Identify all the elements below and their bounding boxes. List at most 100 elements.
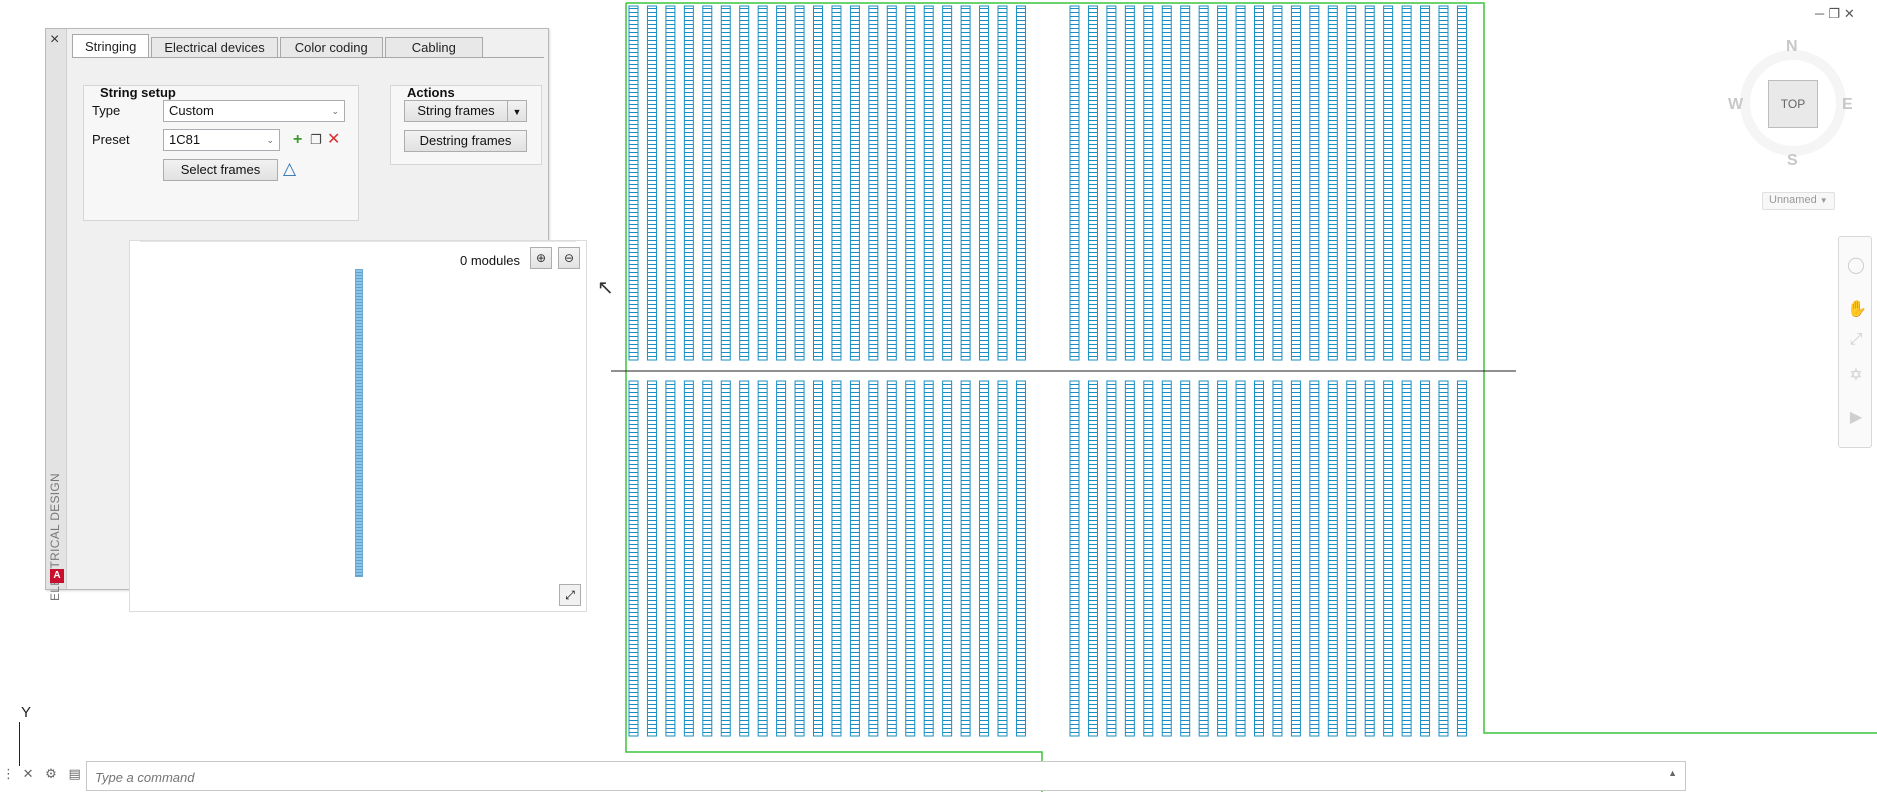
app-logo-icon[interactable]: A (50, 569, 64, 583)
pv-frame[interactable] (979, 380, 990, 737)
pv-frame[interactable] (831, 5, 842, 361)
pv-frame[interactable] (886, 380, 897, 737)
pv-frame[interactable] (1198, 380, 1209, 737)
tab-cabling[interactable]: Cabling (384, 37, 483, 58)
pv-frame[interactable] (960, 5, 971, 361)
pv-frame[interactable] (646, 380, 657, 737)
string-preview-pane[interactable]: 0 modules ⊕ ⊖ ⤢ (129, 240, 587, 612)
pv-frame[interactable] (1217, 380, 1228, 737)
close-icon[interactable]: ✕ (1843, 6, 1859, 21)
pv-frame[interactable] (849, 5, 860, 361)
pv-frame[interactable] (683, 380, 694, 737)
zoom-in-button[interactable]: ⊕ (530, 247, 552, 269)
pv-frame[interactable] (1438, 380, 1449, 737)
pv-frame[interactable] (1401, 5, 1412, 361)
pv-frame[interactable] (923, 380, 934, 737)
command-input[interactable] (93, 766, 1657, 788)
pv-frame[interactable] (997, 380, 1008, 737)
pv-frame[interactable] (776, 5, 787, 361)
pv-frame[interactable] (1272, 5, 1283, 361)
pv-frame[interactable] (665, 380, 676, 737)
pv-frame[interactable] (1364, 380, 1375, 737)
site-boundary[interactable] (626, 2, 1877, 734)
mirror-icon[interactable]: △ (283, 159, 297, 178)
pv-frame[interactable] (757, 380, 768, 737)
pv-frame[interactable] (1254, 5, 1264, 361)
pv-frame[interactable] (794, 5, 805, 361)
pv-frame[interactable] (665, 5, 676, 361)
pv-frame[interactable] (979, 5, 990, 361)
string-frames-dropdown-button[interactable]: ▼ (507, 100, 527, 122)
tab-color-coding[interactable]: Color coding (279, 37, 383, 58)
pv-frame[interactable] (1254, 380, 1264, 737)
pv-frame[interactable] (1346, 380, 1357, 737)
pv-frame[interactable] (794, 380, 805, 737)
pv-frame[interactable] (1364, 5, 1375, 361)
pan-icon[interactable]: ✋ (1847, 301, 1867, 318)
compass-south[interactable]: S (1787, 152, 1798, 169)
pv-frame[interactable] (1438, 5, 1449, 361)
pv-frame[interactable] (1290, 5, 1301, 361)
pv-frame[interactable] (997, 5, 1008, 361)
pv-frame[interactable] (628, 5, 639, 361)
pv-frame[interactable] (1106, 380, 1117, 737)
copy-icon[interactable]: ❐ (310, 132, 322, 147)
expand-button[interactable]: ⤢ (559, 584, 581, 606)
compass-north[interactable]: N (1786, 38, 1798, 55)
pv-frame[interactable] (1456, 380, 1467, 737)
pv-frame[interactable] (1420, 5, 1431, 361)
command-line[interactable]: ▲ (86, 761, 1686, 791)
preset-dropdown[interactable]: 1C81 ⌄ (163, 129, 280, 151)
compass-west[interactable]: W (1728, 96, 1744, 113)
pv-frame[interactable] (923, 5, 934, 361)
pv-frame[interactable] (1198, 5, 1209, 361)
pv-frame[interactable] (739, 5, 750, 361)
pv-frame[interactable] (831, 380, 842, 737)
minimize-icon[interactable]: ─ (1815, 6, 1829, 21)
viewcube-top-face[interactable]: TOP (1768, 80, 1818, 128)
pv-frame[interactable] (1272, 380, 1283, 737)
zoom-out-button[interactable]: ⊖ (558, 247, 580, 269)
pv-frame[interactable] (739, 380, 750, 737)
pv-frame[interactable] (1124, 380, 1135, 737)
pv-frame[interactable] (1180, 5, 1191, 361)
pv-frame[interactable] (757, 5, 768, 361)
pv-frame[interactable] (905, 380, 916, 737)
chevron-up-icon[interactable]: ▲ (1668, 768, 1677, 778)
palette-title-strip[interactable]: × ELECTRICAL DESIGN A (46, 29, 67, 601)
pv-frame[interactable] (1069, 380, 1080, 737)
close-icon[interactable]: ✕ (22, 766, 34, 781)
pv-frame[interactable] (1383, 5, 1394, 361)
customize-wrench-icon[interactable]: ⚙ (45, 766, 57, 781)
showmotion-icon[interactable]: ▶ (1849, 409, 1863, 426)
pv-frame[interactable] (720, 380, 731, 737)
zoom-extents-icon[interactable]: ⤢ (1849, 331, 1863, 348)
pv-frame[interactable] (1401, 380, 1412, 737)
restore-icon[interactable]: ❐ (1828, 6, 1844, 21)
pv-frame[interactable] (1309, 380, 1320, 737)
pv-frame[interactable] (702, 5, 713, 361)
pv-frame[interactable] (1124, 5, 1135, 361)
pv-frame-array[interactable] (628, 5, 1467, 737)
pv-frame[interactable] (1309, 5, 1320, 361)
pv-frame[interactable] (1327, 5, 1338, 361)
pv-frame[interactable] (1069, 5, 1080, 361)
grip-icon[interactable]: ⋮ (2, 766, 15, 781)
pv-frame[interactable] (960, 380, 971, 737)
pv-frame[interactable] (1015, 380, 1026, 737)
add-icon[interactable]: + (293, 131, 303, 148)
pv-frame[interactable] (849, 380, 860, 737)
pv-frame[interactable] (1420, 380, 1431, 737)
pv-frame[interactable] (1456, 5, 1467, 361)
pv-frame[interactable] (776, 380, 787, 737)
pv-frame[interactable] (683, 5, 694, 361)
pv-frame[interactable] (1327, 380, 1338, 737)
pv-frame[interactable] (646, 5, 657, 361)
pv-frame[interactable] (1383, 380, 1394, 737)
pv-frame[interactable] (1346, 5, 1357, 361)
tab-electrical-devices[interactable]: Electrical devices (151, 37, 278, 58)
viewcube-compass-ring[interactable] (1740, 50, 1846, 156)
command-history-icon[interactable]: ▤ (68, 766, 81, 781)
pv-frame[interactable] (1161, 380, 1172, 737)
destring-frames-button[interactable]: Destring frames (404, 130, 527, 152)
